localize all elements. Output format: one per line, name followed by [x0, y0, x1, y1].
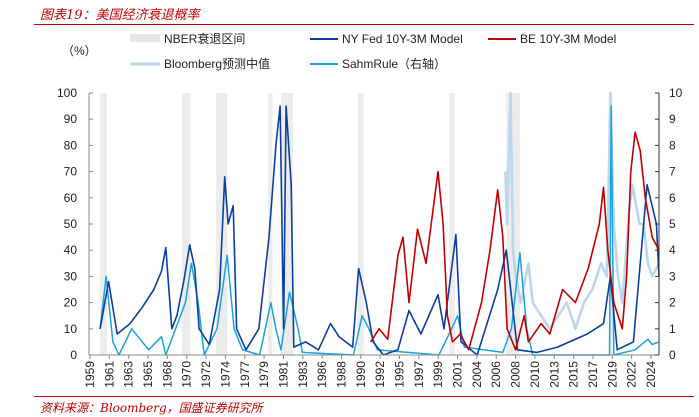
- recession-band: [100, 93, 107, 355]
- legend-label-nber: NBER衰退区间: [164, 31, 245, 46]
- x-tick-label: 1963: [122, 361, 136, 388]
- x-tick-label: 2019: [605, 361, 619, 388]
- x-tick-label: 1995: [393, 361, 407, 388]
- legend-label-sahm: SahmRule（右轴）: [342, 56, 446, 71]
- x-tick-label: 2010: [528, 361, 542, 388]
- series-line-bloomberg: [504, 91, 661, 331]
- recession-band: [216, 93, 228, 355]
- y-tick-label: 20: [64, 296, 78, 310]
- recession-band: [610, 93, 613, 355]
- x-tick-label: 1965: [141, 361, 155, 388]
- x-tick-label: 2013: [547, 361, 561, 388]
- y2-tick-label: 6: [669, 191, 676, 205]
- y-tick-label: 80: [64, 138, 78, 152]
- x-tick-label: 1990: [354, 361, 368, 388]
- x-tick-label: 2008: [509, 361, 523, 388]
- y-tick-label: 0: [70, 348, 77, 362]
- y-tick-label: 100: [57, 86, 77, 100]
- x-tick-label: 2022: [625, 361, 639, 388]
- y-axis-unit-label: （%）: [62, 44, 97, 58]
- y2-tick-label: 7: [669, 165, 676, 179]
- x-tick-label: 1988: [334, 361, 348, 388]
- y-tick-label: 60: [64, 191, 78, 205]
- y2-tick-label: 5: [669, 217, 676, 231]
- footer-rule: [34, 396, 694, 397]
- x-tick-label: 2001: [451, 361, 465, 388]
- x-tick-label: 1979: [257, 361, 271, 388]
- legend-label-bloomberg: Bloomberg预测中值: [164, 56, 270, 71]
- y-tick-label: 50: [64, 217, 78, 231]
- recession-band: [449, 93, 456, 355]
- y2-tick-label: 9: [669, 112, 676, 126]
- y2-tick-label: 4: [669, 243, 676, 257]
- y-tick-label: 10: [64, 322, 78, 336]
- title-rule: [34, 24, 694, 25]
- x-tick-label: 1981: [276, 361, 290, 388]
- x-tick-label: 1999: [431, 361, 445, 388]
- y-tick-label: 30: [64, 269, 78, 283]
- series-line-be: [369, 131, 660, 351]
- y-tick-label: 40: [64, 243, 78, 257]
- x-tick-label: 1968: [160, 361, 174, 388]
- recession-band: [182, 93, 191, 355]
- y2-tick-label: 3: [669, 269, 676, 283]
- x-tick-label: 1983: [296, 361, 310, 388]
- figure-title: 图表19：美国经济衰退概率: [40, 8, 200, 23]
- x-tick-label: 2015: [567, 361, 581, 388]
- recession-band: [280, 93, 293, 355]
- x-tick-label: 1961: [102, 361, 116, 388]
- legend-label-nyfed: NY Fed 10Y-3M Model: [342, 32, 463, 46]
- x-tick-label: 1972: [199, 361, 213, 388]
- y2-tick-label: 0: [669, 348, 676, 362]
- y-tick-label: 90: [64, 112, 78, 126]
- x-tick-label: 2024: [644, 361, 658, 388]
- x-tick-label: 1977: [238, 361, 252, 388]
- y2-tick-label: 1: [669, 322, 676, 336]
- x-tick-label: 1970: [180, 361, 194, 388]
- legend-label-be: BE 10Y-3M Model: [520, 32, 616, 46]
- x-tick-label: 2006: [489, 361, 503, 388]
- x-tick-label: 1959: [83, 361, 97, 388]
- source-note: 资料来源：Bloomberg，国盛证券研究所: [40, 401, 263, 415]
- legend: NBER衰退区间 NY Fed 10Y-3M Model BE 10Y-3M M…: [130, 31, 616, 71]
- recession-band: [357, 93, 364, 355]
- y2-tick-label: 8: [669, 138, 676, 152]
- series-line-nyfed: [99, 105, 660, 356]
- x-tick-label: 1997: [412, 361, 426, 388]
- y2-tick-label: 2: [669, 296, 676, 310]
- y-tick-label: 70: [64, 165, 78, 179]
- x-tick-label: 1974: [218, 361, 232, 388]
- y2-tick-label: 10: [669, 86, 683, 100]
- x-tick-label: 2004: [470, 361, 484, 388]
- x-tick-label: 1986: [315, 361, 329, 388]
- x-tick-label: 2017: [586, 361, 600, 388]
- x-tick-label: 1992: [373, 361, 387, 388]
- legend-swatch-nber: [130, 34, 160, 42]
